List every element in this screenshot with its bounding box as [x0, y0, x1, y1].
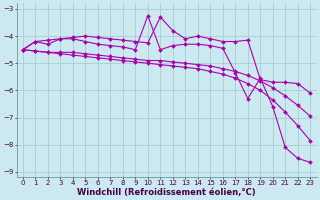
X-axis label: Windchill (Refroidissement éolien,°C): Windchill (Refroidissement éolien,°C) — [77, 188, 256, 197]
